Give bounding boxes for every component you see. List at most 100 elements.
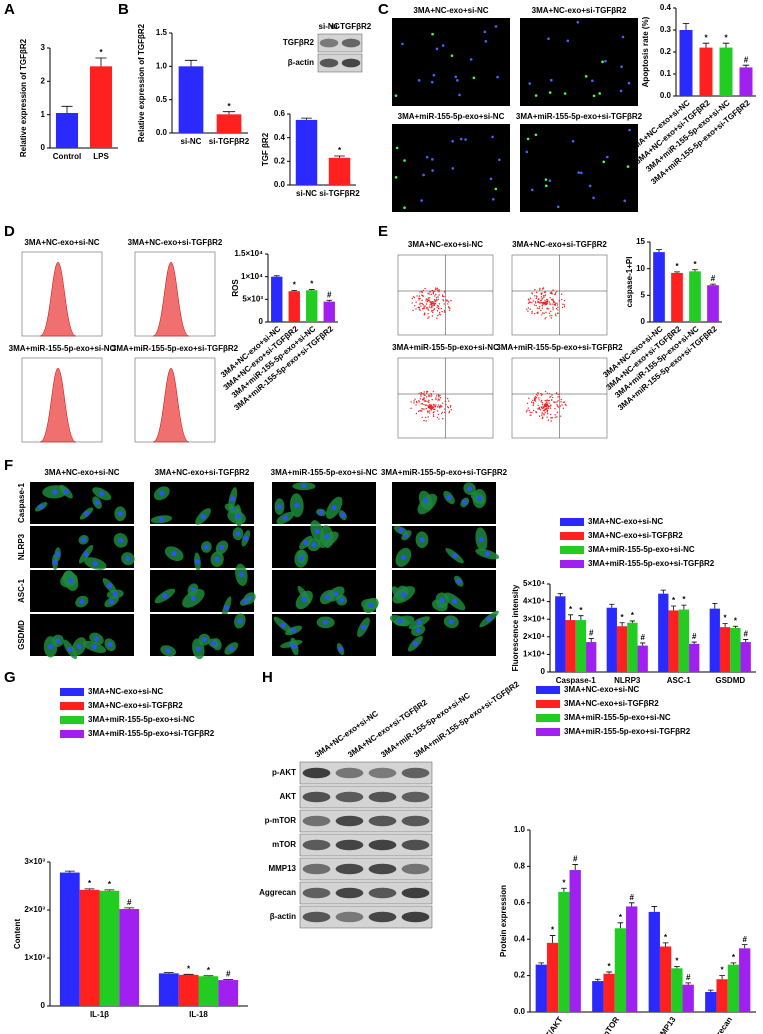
event — [560, 401, 562, 403]
event — [418, 297, 420, 300]
event — [551, 399, 553, 401]
event — [427, 410, 429, 412]
error-bar — [691, 641, 697, 644]
event — [434, 405, 437, 408]
nucleus — [456, 578, 462, 584]
event — [534, 288, 536, 291]
event — [423, 305, 425, 307]
event — [445, 403, 447, 406]
error-bar — [291, 290, 298, 292]
event — [541, 307, 544, 309]
histogram — [39, 261, 77, 337]
bar — [716, 979, 728, 1012]
bar — [178, 66, 204, 133]
event — [442, 402, 444, 404]
nucleus — [401, 592, 407, 598]
error-bar — [660, 589, 666, 594]
event — [546, 409, 549, 411]
cell-dot — [422, 173, 425, 177]
panel-letter: F — [4, 457, 13, 474]
histogram — [152, 261, 190, 337]
legend-label: 3MA+NC-exo+si-TGFβR2 — [564, 699, 659, 708]
bar — [271, 276, 283, 322]
band — [368, 815, 397, 827]
event — [545, 400, 547, 402]
nucleus — [219, 544, 225, 550]
event — [448, 412, 450, 414]
nucleus — [360, 624, 366, 630]
event — [540, 393, 542, 395]
nucleus — [195, 646, 201, 652]
bar — [59, 872, 80, 1006]
cell-dot — [456, 79, 459, 82]
y-tick-label: 1×10³ — [24, 953, 45, 962]
event — [420, 305, 422, 307]
event — [542, 302, 544, 305]
event — [541, 407, 544, 410]
event — [430, 407, 433, 409]
event — [543, 296, 545, 299]
cell-dot — [451, 139, 454, 143]
event — [427, 401, 429, 403]
event — [546, 403, 548, 406]
event — [541, 399, 543, 402]
nucleus — [301, 483, 307, 489]
event — [425, 392, 428, 394]
event — [423, 314, 425, 316]
nucleus — [81, 537, 87, 543]
event — [415, 301, 417, 303]
nucleus — [282, 515, 288, 521]
event — [413, 305, 416, 307]
band — [368, 791, 397, 803]
event — [541, 312, 544, 314]
significance-mark: * — [732, 953, 736, 962]
significance-mark: * — [672, 596, 676, 605]
event — [540, 309, 542, 312]
cell-dot — [621, 35, 625, 39]
micrograph — [392, 18, 510, 106]
event — [431, 304, 433, 306]
event — [436, 306, 438, 309]
event — [548, 402, 550, 404]
cell-dot — [403, 206, 406, 209]
event — [437, 296, 439, 298]
event — [444, 397, 447, 399]
event — [437, 404, 440, 406]
event — [436, 288, 438, 290]
event — [419, 309, 421, 311]
event — [430, 307, 432, 309]
event — [534, 398, 537, 400]
event — [426, 400, 428, 402]
nucleus — [419, 537, 425, 543]
cell-dot — [450, 54, 454, 58]
histogram — [152, 367, 190, 443]
event — [527, 302, 530, 304]
significance-mark: * — [569, 605, 573, 614]
nucleus — [68, 578, 74, 584]
nucleus — [63, 489, 69, 495]
cell-dot — [489, 177, 493, 181]
event — [441, 294, 444, 296]
event — [428, 410, 431, 412]
event — [441, 310, 443, 313]
event — [554, 416, 556, 418]
event — [439, 397, 442, 399]
bar — [306, 290, 318, 322]
event — [440, 405, 442, 407]
blot-column-label: si-TGFβR2 — [331, 22, 372, 31]
cell-dot — [548, 91, 552, 94]
significance-mark: # — [573, 855, 578, 864]
band — [341, 58, 361, 68]
cell-dot — [619, 89, 623, 93]
error-bar — [741, 944, 748, 949]
nucleus — [243, 535, 249, 541]
event — [531, 302, 533, 304]
significance-mark: * — [682, 595, 686, 604]
band — [302, 791, 331, 803]
panel-letter: C — [378, 1, 389, 18]
event — [428, 394, 430, 397]
bar — [727, 964, 740, 1012]
event — [437, 398, 440, 400]
event — [554, 401, 556, 403]
band — [335, 839, 364, 851]
